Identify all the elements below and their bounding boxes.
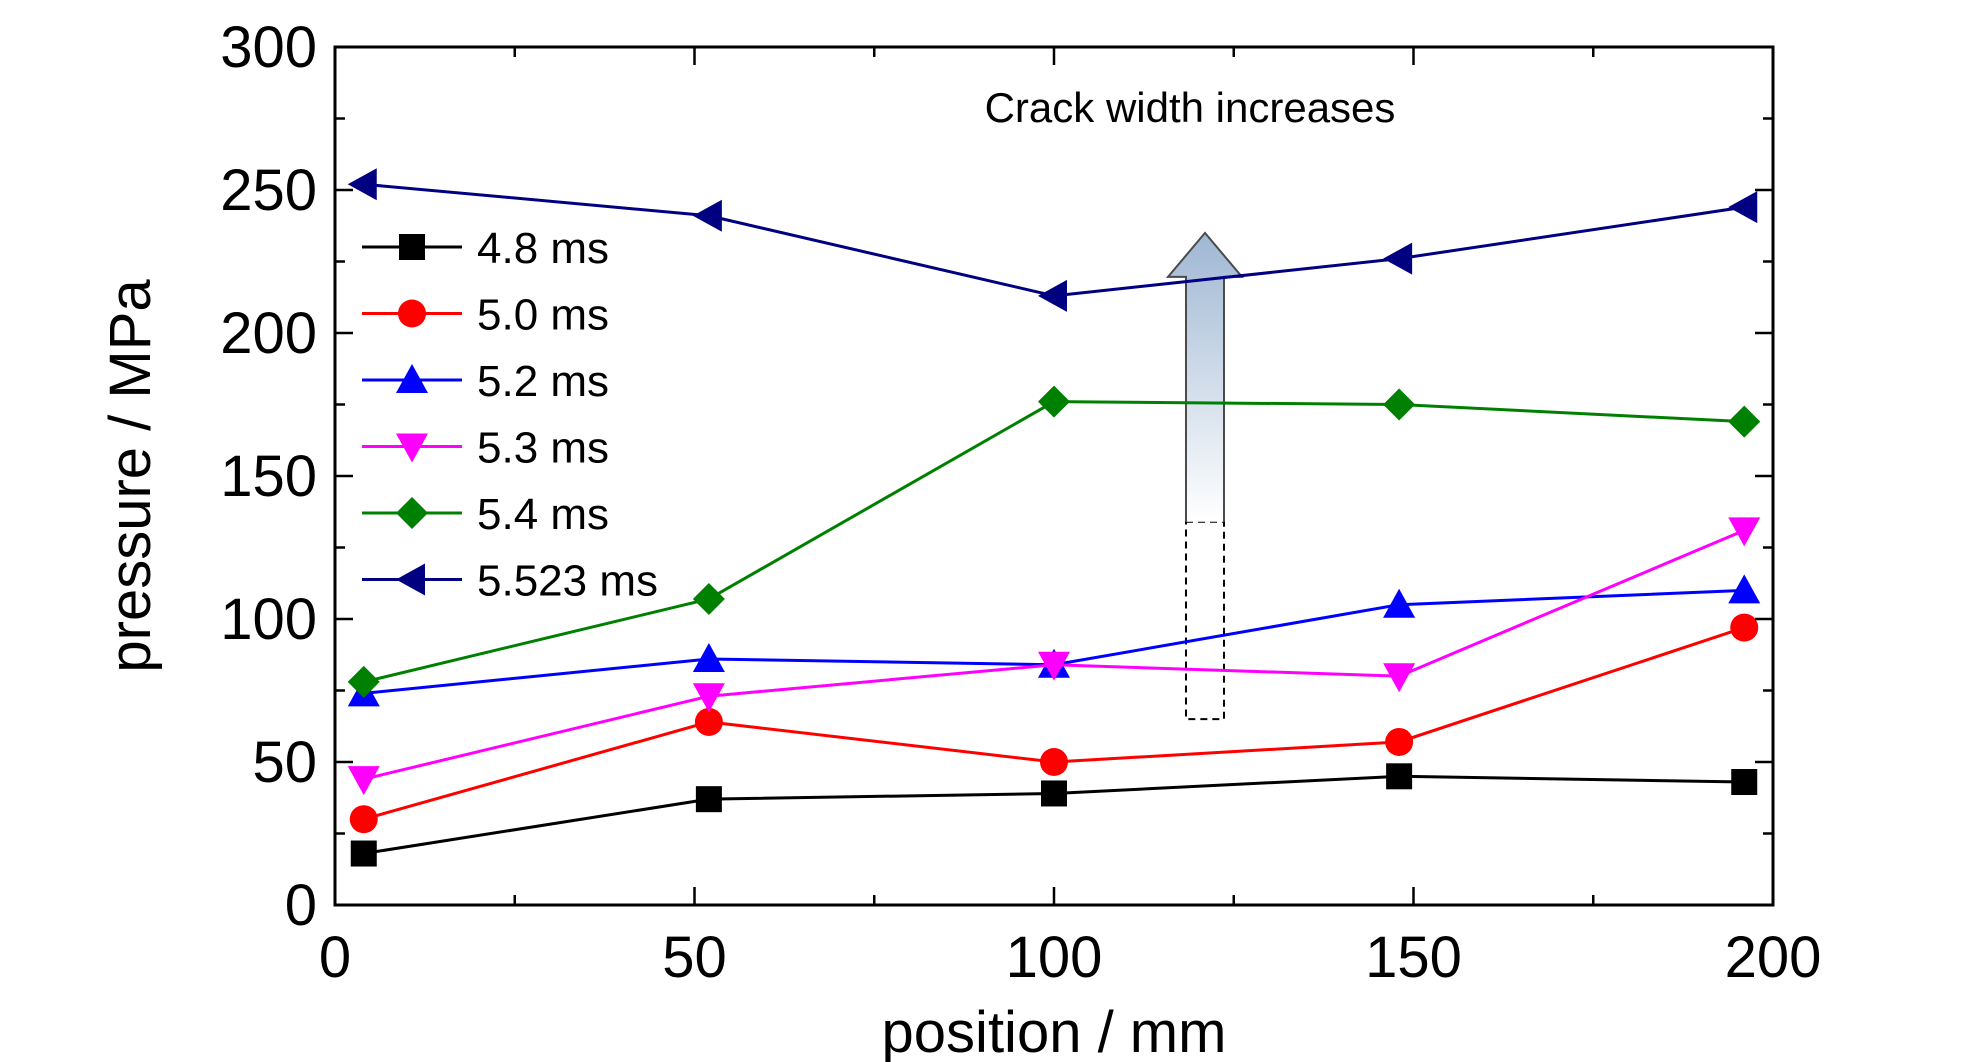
series-3	[347, 517, 1761, 796]
legend-item: 4.8 ms	[362, 224, 609, 273]
x-tick-label: 50	[662, 925, 727, 990]
y-tick-label: 0	[285, 873, 317, 938]
annotation-group: Crack width increases	[985, 84, 1396, 721]
x-axis-title: position / mm	[882, 1000, 1227, 1062]
series-4	[347, 385, 1761, 698]
legend-label: 5.3 ms	[477, 424, 609, 473]
data-point	[1383, 663, 1416, 693]
legend-label: 5.2 ms	[477, 357, 609, 406]
data-point	[1731, 769, 1758, 796]
data-point	[1038, 385, 1070, 418]
plot-frame	[333, 45, 1775, 907]
legend-item: 5.3 ms	[362, 424, 609, 473]
legend-label: 5.523 ms	[477, 557, 658, 606]
data-point	[347, 168, 377, 201]
annotation-text: Crack width increases	[985, 84, 1396, 131]
legend-marker	[396, 563, 425, 596]
series-1	[349, 613, 1759, 834]
data-point	[1728, 517, 1761, 547]
data-point	[694, 707, 723, 736]
axes-group: position / mm pressure / MPa 0 50 100 150 20…	[98, 15, 1821, 1062]
x-tick-label: 200	[1725, 925, 1822, 990]
data-point	[1728, 191, 1758, 224]
y-tick-label: 100	[220, 587, 317, 652]
y-tick-label: 200	[220, 301, 317, 366]
data-point	[1728, 405, 1761, 438]
annotation-arrow-dashed-tail	[1184, 520, 1225, 721]
data-point	[349, 805, 378, 834]
data-point	[1383, 242, 1413, 275]
legend-item: 5.523 ms	[362, 557, 658, 606]
data-point	[692, 643, 725, 673]
data-point	[1730, 613, 1759, 642]
x-tick-label: 100	[1006, 925, 1103, 990]
y-tick-label: 150	[220, 444, 317, 509]
legend-marker	[396, 497, 428, 529]
data-point	[695, 786, 722, 813]
plot-area	[347, 168, 1761, 867]
data-point	[1038, 651, 1070, 681]
data-point	[1383, 588, 1416, 618]
legend: 4.8 ms 5.0 ms 5.2 ms 5.3 ms 5.4 ms 5.523 ms	[362, 224, 658, 606]
data-point	[347, 766, 380, 796]
data-point	[1041, 780, 1067, 807]
legend-item: 5.4 ms	[362, 490, 609, 539]
y-tick-label: 300	[220, 15, 317, 80]
data-point	[1040, 748, 1068, 776]
data-point	[1385, 727, 1414, 756]
legend-item: 5.0 ms	[362, 291, 609, 340]
series-0	[350, 763, 1758, 867]
legend-item: 5.2 ms	[362, 357, 609, 406]
data-point	[1728, 574, 1761, 604]
series-5	[347, 168, 1758, 312]
y-axis-title: pressure / MPa	[98, 279, 163, 673]
y-tick-label: 250	[220, 158, 317, 223]
data-point	[692, 199, 722, 232]
x-tick-label: 0	[319, 925, 351, 990]
legend-label: 4.8 ms	[477, 224, 609, 273]
data-point	[1386, 763, 1413, 790]
data-point	[692, 683, 725, 713]
legend-marker	[396, 364, 428, 393]
data-point	[347, 665, 380, 698]
data-point	[692, 582, 725, 615]
legend-marker	[398, 299, 426, 328]
data-point	[350, 840, 377, 867]
legend-marker	[396, 433, 428, 463]
legend-label: 5.4 ms	[477, 490, 609, 539]
y-tick-label: 50	[252, 730, 317, 795]
data-point	[1038, 279, 1067, 312]
legend-label: 5.0 ms	[477, 291, 609, 340]
legend-marker	[399, 234, 425, 260]
data-point	[1383, 388, 1416, 421]
x-tick-label: 150	[1365, 925, 1462, 990]
